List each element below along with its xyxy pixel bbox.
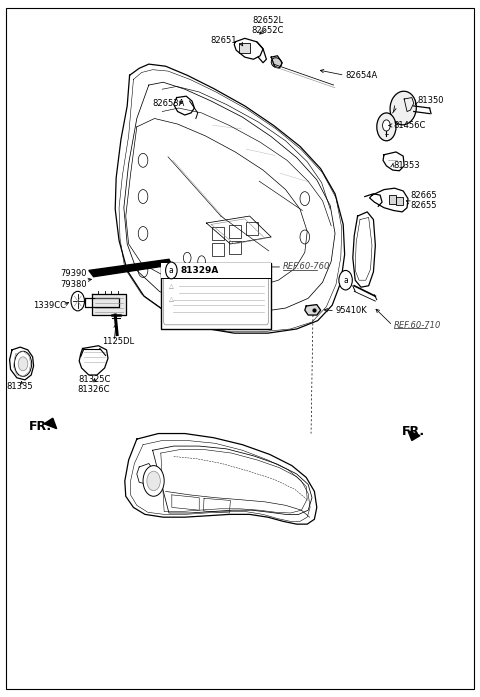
Text: 81325C
81326C: 81325C 81326C [78,375,110,395]
Text: FR.: FR. [402,425,425,438]
Text: △: △ [169,283,174,289]
Text: 81456C: 81456C [394,121,426,130]
Circle shape [71,291,84,311]
Text: REF.60-710: REF.60-710 [394,321,441,330]
Bar [212,243,225,256]
Bar [212,227,225,240]
Circle shape [300,192,310,206]
Text: △: △ [169,296,174,301]
Circle shape [138,263,148,277]
Bar [161,263,271,329]
Bar [229,225,241,238]
Text: 81353: 81353 [394,162,420,170]
Circle shape [138,227,148,240]
Circle shape [143,466,164,496]
Circle shape [147,471,160,491]
Circle shape [18,357,28,371]
FancyBboxPatch shape [164,267,268,325]
Bar [161,263,271,278]
Bar [396,197,403,205]
Text: 81335: 81335 [6,383,33,391]
Polygon shape [305,305,321,315]
Polygon shape [92,294,126,315]
Circle shape [14,351,32,376]
Text: 82652L
82652C: 82652L 82652C [252,16,284,36]
Text: REF.60-760: REF.60-760 [283,263,331,271]
Polygon shape [408,431,420,441]
Circle shape [300,230,310,244]
Bar [229,241,241,254]
Circle shape [339,270,352,290]
Text: 81329A: 81329A [181,266,219,275]
Text: a: a [169,266,174,275]
Text: 82651: 82651 [211,36,237,45]
Polygon shape [44,418,57,429]
Ellipse shape [271,58,282,68]
Bar [239,43,250,53]
Text: 82653A: 82653A [153,99,185,107]
Circle shape [138,153,148,167]
Ellipse shape [390,91,416,125]
Circle shape [383,120,390,131]
Text: 81350: 81350 [418,96,444,105]
Circle shape [377,113,396,141]
Circle shape [166,262,177,279]
Polygon shape [89,259,172,277]
Text: 95410K: 95410K [336,307,368,315]
Circle shape [138,190,148,204]
Text: 82654A: 82654A [346,71,378,79]
Bar [389,195,396,204]
Text: a: a [343,276,348,284]
Circle shape [198,256,205,267]
Text: FR.: FR. [29,420,52,433]
Text: 1125DL: 1125DL [102,337,134,346]
Bar [246,222,258,235]
Text: 82665
82655: 82665 82655 [410,191,436,210]
Circle shape [183,252,191,263]
Text: 1339CC: 1339CC [33,301,66,309]
Text: 79390
79380: 79390 79380 [60,269,86,289]
